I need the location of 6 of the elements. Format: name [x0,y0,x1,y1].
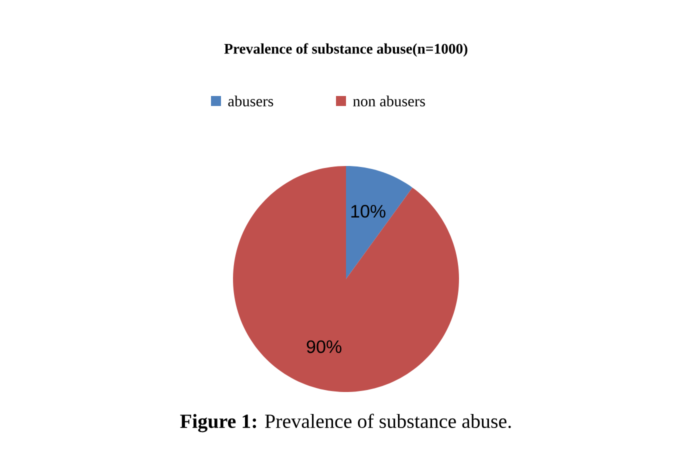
chart-title: Prevalence of substance abuse(n=1000) [224,43,468,57]
text: Figure 1: Prevalence of substance abuse. [180,414,511,432]
legend-label: non abusers [353,96,425,106]
data-label: 90% [306,340,342,354]
legend-label: abusers [228,96,274,106]
data-label: 10% [351,204,386,218]
